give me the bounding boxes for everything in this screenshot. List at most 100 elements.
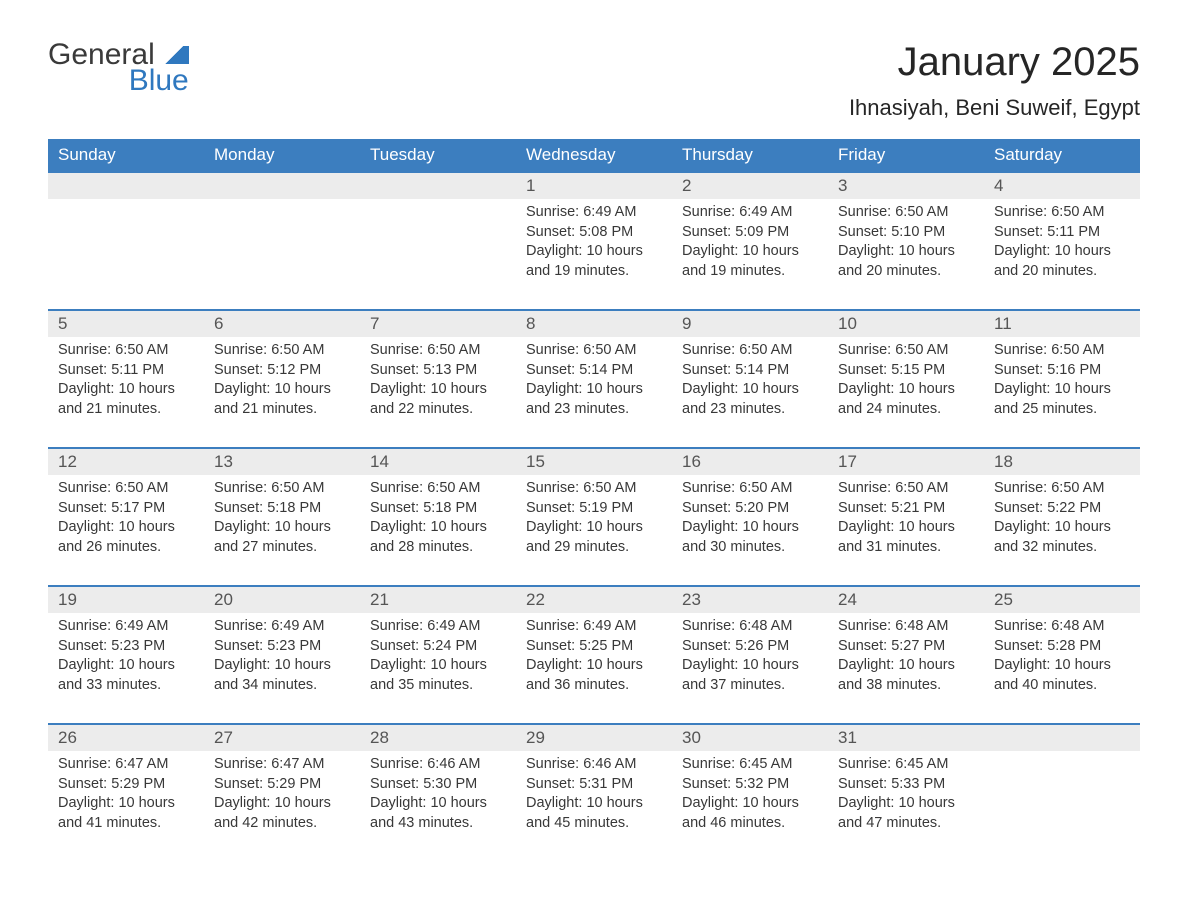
- daylight-line2: and 40 minutes.: [994, 676, 1130, 696]
- day-number: 14: [360, 449, 516, 475]
- sunrise-text: Sunrise: 6:50 AM: [994, 479, 1130, 499]
- calendar-cell: 10Sunrise: 6:50 AMSunset: 5:15 PMDayligh…: [828, 310, 984, 448]
- day-body: Sunrise: 6:50 AMSunset: 5:10 PMDaylight:…: [828, 199, 984, 291]
- calendar-cell: 1Sunrise: 6:49 AMSunset: 5:08 PMDaylight…: [516, 172, 672, 310]
- day-body: Sunrise: 6:49 AMSunset: 5:25 PMDaylight:…: [516, 613, 672, 705]
- daylight-line1: Daylight: 10 hours: [994, 656, 1130, 676]
- calendar-week-row: 26Sunrise: 6:47 AMSunset: 5:29 PMDayligh…: [48, 724, 1140, 862]
- daylight-line1: Daylight: 10 hours: [526, 380, 662, 400]
- calendar-cell: 13Sunrise: 6:50 AMSunset: 5:18 PMDayligh…: [204, 448, 360, 586]
- logo-flag-icon: [161, 46, 189, 64]
- daylight-line2: and 23 minutes.: [682, 400, 818, 420]
- calendar-cell: 5Sunrise: 6:50 AMSunset: 5:11 PMDaylight…: [48, 310, 204, 448]
- title-block: January 2025 Ihnasiyah, Beni Suweif, Egy…: [849, 40, 1140, 121]
- day-number: 25: [984, 587, 1140, 613]
- day-body: Sunrise: 6:50 AMSunset: 5:13 PMDaylight:…: [360, 337, 516, 429]
- daylight-line2: and 35 minutes.: [370, 676, 506, 696]
- day-body: Sunrise: 6:49 AMSunset: 5:23 PMDaylight:…: [48, 613, 204, 705]
- sunrise-text: Sunrise: 6:48 AM: [994, 617, 1130, 637]
- sunset-text: Sunset: 5:23 PM: [58, 637, 194, 657]
- sunrise-text: Sunrise: 6:50 AM: [370, 479, 506, 499]
- calendar-cell: 27Sunrise: 6:47 AMSunset: 5:29 PMDayligh…: [204, 724, 360, 862]
- sunrise-text: Sunrise: 6:48 AM: [682, 617, 818, 637]
- daylight-line2: and 46 minutes.: [682, 814, 818, 834]
- sunset-text: Sunset: 5:15 PM: [838, 361, 974, 381]
- day-body: Sunrise: 6:46 AMSunset: 5:30 PMDaylight:…: [360, 751, 516, 843]
- day-number: 19: [48, 587, 204, 613]
- day-body: [360, 199, 516, 259]
- calendar-cell: 12Sunrise: 6:50 AMSunset: 5:17 PMDayligh…: [48, 448, 204, 586]
- daylight-line1: Daylight: 10 hours: [682, 656, 818, 676]
- daylight-line2: and 25 minutes.: [994, 400, 1130, 420]
- sunrise-text: Sunrise: 6:49 AM: [682, 203, 818, 223]
- daylight-line2: and 21 minutes.: [58, 400, 194, 420]
- daylight-line1: Daylight: 10 hours: [838, 242, 974, 262]
- day-number: 28: [360, 725, 516, 751]
- sunset-text: Sunset: 5:11 PM: [994, 223, 1130, 243]
- day-number: 31: [828, 725, 984, 751]
- daylight-line1: Daylight: 10 hours: [682, 794, 818, 814]
- day-body: Sunrise: 6:48 AMSunset: 5:26 PMDaylight:…: [672, 613, 828, 705]
- sunset-text: Sunset: 5:10 PM: [838, 223, 974, 243]
- calendar-cell: 16Sunrise: 6:50 AMSunset: 5:20 PMDayligh…: [672, 448, 828, 586]
- day-body: Sunrise: 6:50 AMSunset: 5:15 PMDaylight:…: [828, 337, 984, 429]
- sunset-text: Sunset: 5:23 PM: [214, 637, 350, 657]
- day-number: [48, 173, 204, 199]
- day-number: 21: [360, 587, 516, 613]
- daylight-line2: and 21 minutes.: [214, 400, 350, 420]
- day-body: Sunrise: 6:47 AMSunset: 5:29 PMDaylight:…: [204, 751, 360, 843]
- day-number: 24: [828, 587, 984, 613]
- daylight-line2: and 43 minutes.: [370, 814, 506, 834]
- day-number: 20: [204, 587, 360, 613]
- logo: General Blue: [48, 40, 189, 96]
- daylight-line1: Daylight: 10 hours: [58, 794, 194, 814]
- day-number: 7: [360, 311, 516, 337]
- day-body: Sunrise: 6:48 AMSunset: 5:28 PMDaylight:…: [984, 613, 1140, 705]
- calendar-cell-empty: [360, 172, 516, 310]
- day-number: 17: [828, 449, 984, 475]
- sunrise-text: Sunrise: 6:50 AM: [838, 341, 974, 361]
- sunset-text: Sunset: 5:31 PM: [526, 775, 662, 795]
- day-body: Sunrise: 6:50 AMSunset: 5:14 PMDaylight:…: [516, 337, 672, 429]
- calendar-cell: 7Sunrise: 6:50 AMSunset: 5:13 PMDaylight…: [360, 310, 516, 448]
- calendar-cell: 22Sunrise: 6:49 AMSunset: 5:25 PMDayligh…: [516, 586, 672, 724]
- daylight-line2: and 23 minutes.: [526, 400, 662, 420]
- day-body: Sunrise: 6:49 AMSunset: 5:23 PMDaylight:…: [204, 613, 360, 705]
- day-body: Sunrise: 6:49 AMSunset: 5:24 PMDaylight:…: [360, 613, 516, 705]
- sunrise-text: Sunrise: 6:50 AM: [58, 479, 194, 499]
- calendar-cell: 21Sunrise: 6:49 AMSunset: 5:24 PMDayligh…: [360, 586, 516, 724]
- sunset-text: Sunset: 5:30 PM: [370, 775, 506, 795]
- sunset-text: Sunset: 5:19 PM: [526, 499, 662, 519]
- weekday-header: Tuesday: [360, 139, 516, 172]
- calendar-cell: 3Sunrise: 6:50 AMSunset: 5:10 PMDaylight…: [828, 172, 984, 310]
- sunrise-text: Sunrise: 6:45 AM: [838, 755, 974, 775]
- daylight-line2: and 42 minutes.: [214, 814, 350, 834]
- sunrise-text: Sunrise: 6:50 AM: [682, 479, 818, 499]
- daylight-line1: Daylight: 10 hours: [838, 794, 974, 814]
- daylight-line2: and 19 minutes.: [526, 262, 662, 282]
- daylight-line1: Daylight: 10 hours: [526, 242, 662, 262]
- sunset-text: Sunset: 5:08 PM: [526, 223, 662, 243]
- calendar-cell: 31Sunrise: 6:45 AMSunset: 5:33 PMDayligh…: [828, 724, 984, 862]
- sunset-text: Sunset: 5:16 PM: [994, 361, 1130, 381]
- daylight-line2: and 28 minutes.: [370, 538, 506, 558]
- calendar-cell: 2Sunrise: 6:49 AMSunset: 5:09 PMDaylight…: [672, 172, 828, 310]
- daylight-line1: Daylight: 10 hours: [994, 518, 1130, 538]
- daylight-line1: Daylight: 10 hours: [682, 518, 818, 538]
- sunrise-text: Sunrise: 6:47 AM: [58, 755, 194, 775]
- calendar-cell: 17Sunrise: 6:50 AMSunset: 5:21 PMDayligh…: [828, 448, 984, 586]
- daylight-line1: Daylight: 10 hours: [370, 794, 506, 814]
- weekday-header: Monday: [204, 139, 360, 172]
- calendar-cell: 4Sunrise: 6:50 AMSunset: 5:11 PMDaylight…: [984, 172, 1140, 310]
- sunset-text: Sunset: 5:14 PM: [682, 361, 818, 381]
- calendar-cell: 9Sunrise: 6:50 AMSunset: 5:14 PMDaylight…: [672, 310, 828, 448]
- weekday-header-row: SundayMondayTuesdayWednesdayThursdayFrid…: [48, 139, 1140, 172]
- daylight-line1: Daylight: 10 hours: [58, 656, 194, 676]
- daylight-line1: Daylight: 10 hours: [214, 518, 350, 538]
- calendar-cell-empty: [204, 172, 360, 310]
- daylight-line1: Daylight: 10 hours: [370, 656, 506, 676]
- calendar-cell-empty: [48, 172, 204, 310]
- day-body: Sunrise: 6:50 AMSunset: 5:20 PMDaylight:…: [672, 475, 828, 567]
- daylight-line2: and 37 minutes.: [682, 676, 818, 696]
- sunset-text: Sunset: 5:27 PM: [838, 637, 974, 657]
